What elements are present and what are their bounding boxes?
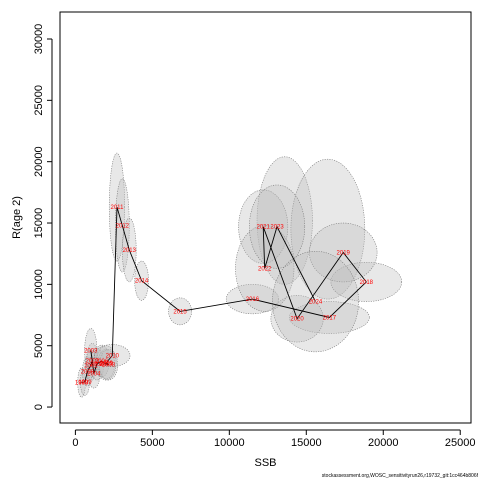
y-tick-label-20000: 20000 [33,146,45,177]
plot-frame [59,11,472,424]
year-label-2018: 2018 [360,280,374,286]
year-label-2011: 2011 [111,205,125,211]
year-label-2010: 2010 [106,354,120,360]
x-tick-label-20000: 20000 [368,437,399,449]
x-tick-label-15000: 15000 [291,437,322,449]
x-tick-label-10000: 10000 [214,437,245,449]
year-label-2013: 2013 [123,248,137,254]
trajectory-line [81,206,367,383]
year-label-2021: 2021 [257,225,271,231]
year-label-2012: 2012 [116,223,130,229]
year-label-1998: 1998 [75,381,89,387]
year-label-2015: 2015 [173,309,187,315]
x-axis-label: SSB [254,457,276,469]
x-tick-label-5000: 5000 [140,437,164,449]
year-label-2024: 2024 [309,300,323,306]
y-axis: 0 5000 10000 15000 20000 25000 30000 [33,24,53,410]
year-label-2014: 2014 [135,279,149,285]
year-label-2005: 2005 [90,362,104,368]
footer-note: stockassessment.org,WOSC_sensitivityrun2… [322,473,479,479]
x-tick-label-0: 0 [72,437,78,449]
year-label-2001: 2001 [84,363,98,369]
year-label-2008: 2008 [102,363,116,369]
year-label-2017: 2017 [323,315,337,321]
y-tick-label-15000: 15000 [33,208,45,239]
year-label-2016: 2016 [246,297,260,303]
confidence-ellipse-1998 [77,367,86,398]
year-label-2009: 2009 [100,361,114,367]
y-tick-label-10000: 10000 [33,269,45,300]
year-label-2023: 2023 [270,225,284,231]
confidence-ellipse-2024 [272,250,359,353]
y-tick-label-25000: 25000 [33,85,45,116]
year-label-2007: 2007 [100,362,114,368]
confidence-ellipses [77,152,403,398]
year-label-2002: 2002 [86,358,100,364]
y-tick-label-0: 0 [33,404,45,410]
year-label-2000: 2000 [81,369,95,375]
x-axis: 0 5000 10000 15000 20000 25000 [72,429,476,449]
x-tick-label-25000: 25000 [445,437,476,449]
year-label-2020: 2020 [290,317,304,323]
year-label-2022: 2022 [258,266,272,272]
year-label-2003: 2003 [84,349,98,355]
y-tick-label-5000: 5000 [33,333,45,357]
trajectory-path [81,206,367,383]
year-label-2004: 2004 [87,371,101,377]
year-label-1999: 1999 [78,380,92,386]
confidence-ellipse-extra-1 [290,158,366,300]
y-axis-label: R(age 2) [11,196,23,239]
year-label-2019: 2019 [337,250,351,256]
year-label-2006: 2006 [95,359,109,365]
y-tick-label-30000: 30000 [33,24,45,55]
